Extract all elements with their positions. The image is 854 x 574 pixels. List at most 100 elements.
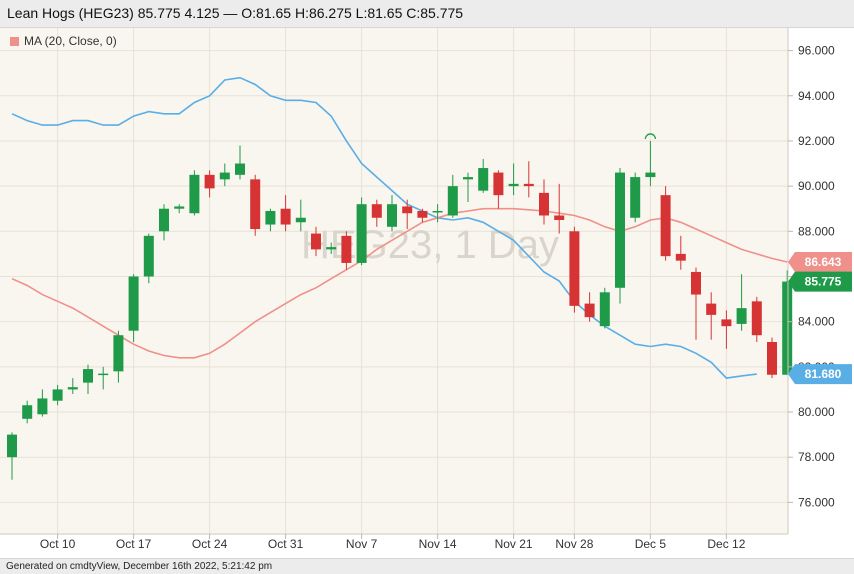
candle: [235, 145, 245, 180]
candle-body: [83, 369, 93, 383]
x-tick-label: Nov 7: [346, 537, 378, 551]
candle-body: [219, 172, 230, 180]
legend-label: MA (20, Close, 0): [24, 34, 117, 48]
candle-body: [387, 204, 397, 227]
price-label: 85.775: [805, 275, 842, 289]
candle-body: [371, 204, 382, 218]
candle-body: [7, 434, 17, 458]
x-tick-label: Nov 14: [419, 537, 457, 551]
chart-watermark: HEG23, 1 Day: [301, 223, 559, 267]
candle: [751, 296, 762, 342]
candle: [554, 183, 565, 234]
candle-body: [326, 247, 337, 250]
candle-body: [235, 163, 245, 175]
candle: [265, 208, 276, 232]
y-tick-label: 92.000: [798, 134, 835, 148]
candle: [22, 400, 33, 424]
candle-body: [67, 387, 78, 390]
candle: [341, 231, 352, 270]
plot-background: [0, 28, 788, 534]
candle: [402, 199, 413, 230]
candle-body: [645, 172, 656, 178]
candle: [295, 199, 306, 232]
candle: [311, 226, 321, 257]
candle-body: [736, 308, 747, 324]
candle: [523, 161, 534, 198]
price-label-box: [788, 271, 852, 292]
candle-body: [204, 174, 215, 189]
candle-body: [751, 301, 762, 336]
price-label: 81.680: [805, 367, 842, 381]
candle: [356, 197, 367, 266]
candle: [387, 195, 397, 232]
pivot-marker-icon: [644, 133, 657, 140]
price-label: 86.643: [805, 255, 842, 269]
candle-body: [128, 276, 139, 331]
candle: [493, 170, 504, 209]
candle: [326, 242, 337, 254]
candle: [37, 389, 48, 417]
candle: [174, 204, 185, 214]
candle: [67, 378, 78, 394]
candle-body: [599, 292, 610, 327]
candle: [159, 204, 169, 241]
x-axis: Oct 10 Oct 17 Oct 24 Oct 31 Nov 7 Nov 14 Nov 2…: [40, 534, 746, 551]
price-labels: 86.643 85.775 81.680: [788, 251, 852, 385]
candle: [782, 270, 793, 375]
candle-body: [569, 231, 580, 306]
chart-area[interactable]: HEG23, 1 Day 96.000 94.000 92.000 90.000 88.…: [0, 28, 854, 558]
candle: [83, 364, 93, 394]
candle: [52, 384, 63, 406]
x-tick-label: Oct 17: [116, 537, 152, 551]
candle: [143, 233, 154, 284]
candle-body: [250, 179, 261, 230]
upper-band-line: [11, 76, 757, 379]
y-tick-label: 78.000: [798, 450, 835, 464]
candle: [128, 274, 139, 342]
candle-body: [478, 168, 489, 191]
candle: [508, 163, 519, 196]
candle-body: [508, 183, 519, 187]
candle-body: [417, 210, 428, 218]
x-tick-label: Oct 10: [40, 537, 76, 551]
candle: [721, 310, 732, 349]
candle: [691, 267, 701, 340]
candle-body: [493, 172, 504, 196]
candle: [539, 179, 549, 225]
moving-average-line: [11, 207, 788, 359]
candle: [630, 172, 641, 223]
candle: [417, 208, 428, 223]
candle: [706, 292, 717, 340]
candle: [736, 274, 747, 331]
candlestick-chart[interactable]: HEG23, 1 Day 96.000 94.000 92.000 90.000 88.…: [0, 28, 854, 558]
x-tick-label: Dec 12: [707, 537, 745, 551]
candle-body: [675, 253, 686, 261]
candle: [204, 170, 215, 198]
candle-body: [539, 192, 549, 216]
candle-body: [523, 183, 534, 187]
candle-body: [280, 208, 291, 225]
candle: [599, 287, 610, 329]
candle-body: [341, 235, 352, 263]
candle: [432, 204, 443, 223]
price-label-box: [788, 251, 852, 272]
x-tick-label: Nov 21: [495, 537, 533, 551]
candle: [250, 174, 261, 236]
candle-body: [402, 206, 413, 214]
y-tick-label: 84.000: [798, 315, 835, 329]
candle: [371, 199, 382, 227]
candle: [675, 235, 686, 270]
candle-body: [706, 303, 717, 315]
candle-body: [554, 215, 565, 221]
band-series-line: [11, 76, 757, 379]
candles: [7, 140, 793, 480]
pivot-arc: [644, 133, 657, 140]
footer: Generated on cmdtyView, December 16th 20…: [0, 558, 854, 574]
x-tick-label: Dec 5: [635, 537, 667, 551]
candle-body: [98, 373, 109, 376]
candle-body: [630, 177, 641, 218]
candle-body: [189, 174, 200, 214]
candle-body: [584, 303, 595, 318]
chart-title: Lean Hogs (HEG23) 85.775 4.125 — O:81.65…: [0, 0, 854, 28]
candle-body: [37, 398, 48, 415]
